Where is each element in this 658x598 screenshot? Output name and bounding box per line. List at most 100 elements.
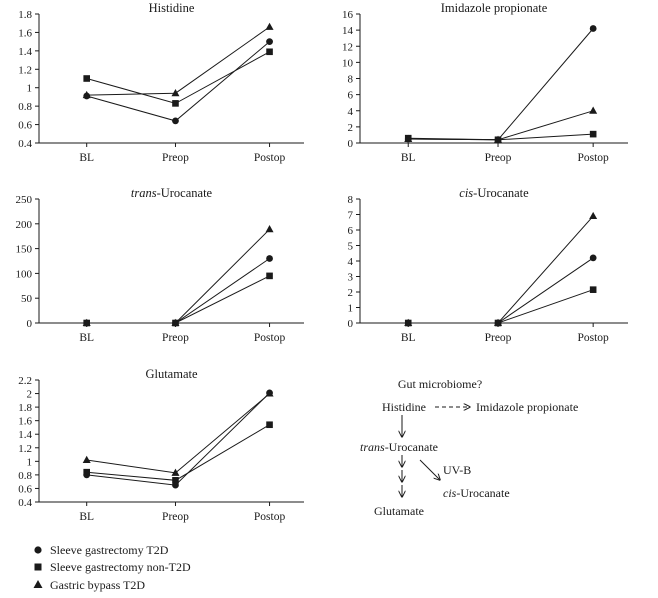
data-point-triangle: [82, 455, 91, 463]
y-tick-label: 6: [348, 225, 354, 237]
x-tick-label: BL: [79, 152, 94, 164]
y-tick-label: 0: [348, 318, 354, 330]
y-tick-label: 1.4: [18, 429, 32, 441]
legend-label: Sleeve gastrectomy T2D: [50, 543, 169, 557]
chart-title: Imidazole propionate: [441, 1, 548, 15]
data-point-triangle: [171, 318, 180, 326]
chart-histidine: Histidine 0.4 0.6 0.8 1 1.2 1.4 1.6 1.8 BL Preop Po…: [18, 1, 304, 164]
square-marker-icon: [34, 563, 42, 571]
triangle-marker-icon: [33, 580, 43, 588]
y-tick-label: 12: [342, 41, 353, 53]
data-point-triangle: [404, 318, 413, 326]
data-point-circle: [266, 38, 273, 46]
pathway-trans-urocanate: trans-Urocanate: [360, 440, 438, 454]
legend-item-sleeve-non-t2d: Sleeve gastrectomy non-T2D: [34, 560, 191, 574]
y-tick-label: 10: [342, 57, 354, 69]
data-point-triangle: [82, 318, 91, 326]
y-tick-label: 0.6: [18, 483, 32, 495]
y-tick-label: 1.6: [18, 416, 32, 428]
series-line-triangle: [86, 228, 270, 324]
x-tick-label: Preop: [162, 152, 189, 164]
data-point-triangle: [82, 90, 91, 99]
y-tick-label: 1.8: [18, 402, 32, 414]
data-point-triangle: [171, 89, 180, 97]
data-point-square: [172, 100, 179, 107]
y-tick-label: 0.4: [18, 138, 32, 150]
chart-title: cis-Urocanate: [459, 186, 529, 200]
y-tick-label: 7: [348, 210, 354, 222]
x-tick-label: BL: [79, 511, 94, 523]
x-tick-label: Postop: [254, 152, 286, 164]
y-tick-label: 5: [348, 241, 354, 253]
x-tick-label: Postop: [254, 511, 286, 523]
legend-item-bypass-t2d: Gastric bypass T2D: [33, 578, 145, 592]
y-tick-label: 1.2: [18, 443, 32, 455]
pathway-uvb: UV-B: [443, 463, 471, 477]
data-point-square: [589, 130, 597, 138]
data-point-square: [266, 48, 273, 56]
y-tick-label: 1.4: [18, 46, 32, 58]
data-point-circle: [266, 255, 273, 262]
pathway-glutamate: Glutamate: [374, 504, 424, 518]
y-tick-label: 2: [348, 122, 354, 134]
y-tick-label: 1.8: [18, 9, 32, 21]
y-tick-label: 14: [342, 25, 354, 37]
y-tick-label: 4: [348, 106, 354, 118]
y-tick-label: 250: [16, 194, 33, 206]
chart-title: Histidine: [149, 1, 195, 15]
data-point-triangle: [589, 106, 598, 114]
series-line-circle: [408, 257, 594, 324]
uvb-arrow-icon: [419, 459, 440, 480]
pathway-diagram: Gut microbiome? Histidine Imidazole prop…: [360, 377, 578, 518]
data-point-triangle: [265, 22, 274, 30]
data-point-triangle: [171, 468, 180, 476]
x-tick-label: Preop: [485, 332, 512, 344]
x-tick-label: BL: [79, 332, 94, 344]
y-tick-label: 200: [16, 219, 33, 231]
data-point-triangle: [494, 318, 503, 326]
y-tick-label: 1: [348, 303, 354, 315]
series-line-triangle: [86, 26, 270, 96]
circle-marker-icon: [34, 546, 42, 554]
chart-title: Glutamate: [145, 367, 198, 381]
y-tick-label: 16: [342, 9, 354, 21]
pathway-histidine: Histidine: [382, 400, 426, 414]
series-line-square: [86, 424, 270, 481]
y-tick-label: 0.6: [18, 120, 32, 132]
y-tick-label: 1: [27, 83, 33, 95]
legend-item-sleeve-t2d: Sleeve gastrectomy T2D: [34, 543, 169, 557]
chart-title: trans-Urocanate: [131, 186, 213, 200]
data-point-circle: [589, 254, 597, 262]
chart-imidazole-propionate: Imidazole propionate 0 2 4 6 8 10 12 14 16 BL Preop…: [342, 1, 628, 164]
y-tick-label: 8: [348, 194, 354, 206]
x-tick-label: Preop: [162, 332, 189, 344]
x-tick-label: Postop: [254, 332, 286, 344]
series-line-circle: [86, 41, 270, 122]
data-point-circle: [172, 117, 179, 125]
y-tick-label: 1.2: [18, 64, 32, 76]
y-tick-label: 2: [27, 389, 33, 401]
legend: Sleeve gastrectomy T2D Sleeve gastrectom…: [33, 543, 191, 592]
y-tick-label: 100: [16, 268, 33, 280]
y-tick-label: 0.8: [18, 101, 32, 113]
y-tick-label: 0: [348, 138, 354, 150]
data-point-circle: [589, 25, 597, 32]
y-tick-label: 2: [348, 287, 354, 299]
series-line-square: [86, 275, 270, 324]
x-tick-label: BL: [401, 152, 416, 164]
pathway-cis-urocanate: cis-Urocanate: [443, 486, 510, 500]
legend-label: Gastric bypass T2D: [50, 578, 145, 592]
data-point-triangle: [265, 389, 274, 397]
data-point-triangle: [404, 134, 413, 142]
x-tick-label: Preop: [485, 152, 512, 164]
y-tick-label: 4: [348, 256, 354, 268]
y-tick-label: 3: [348, 272, 354, 284]
pathway-imidazole: Imidazole propionate: [476, 400, 578, 414]
data-point-square: [266, 421, 273, 429]
series-line-triangle: [408, 215, 594, 324]
data-point-triangle: [265, 225, 274, 233]
series-line-circle: [86, 258, 270, 324]
x-tick-label: BL: [401, 332, 416, 344]
